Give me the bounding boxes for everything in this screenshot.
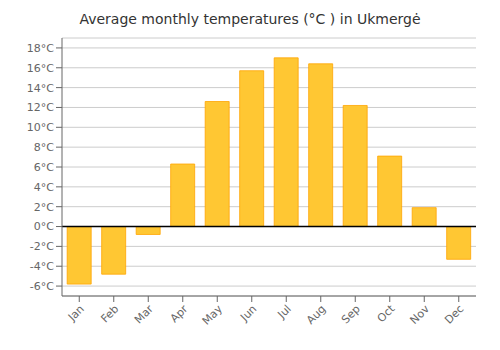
svg-text:12°C: 12°C bbox=[27, 101, 54, 114]
html-text:Average monthly temperatures (: Average monthly temperatures (°C ) in Uk… bbox=[79, 11, 421, 27]
svg-text:Nov: Nov bbox=[408, 302, 433, 327]
svg-text:Sep: Sep bbox=[339, 302, 363, 326]
svg-text:Aug: Aug bbox=[304, 302, 328, 326]
svg-text:8°C: 8°C bbox=[34, 141, 54, 154]
svg-text:May: May bbox=[200, 302, 226, 328]
svg-text:-2°C: -2°C bbox=[30, 240, 54, 253]
svg-text:Dec: Dec bbox=[442, 302, 466, 326]
svg-text:18°C: 18°C bbox=[27, 42, 54, 55]
svg-text:Mar: Mar bbox=[132, 302, 156, 326]
svg-text:Jan: Jan bbox=[65, 302, 87, 324]
svg-text:Apr: Apr bbox=[168, 302, 191, 325]
svg-text:0°C: 0°C bbox=[34, 220, 54, 233]
svg-text:6°C: 6°C bbox=[34, 161, 54, 174]
svg-text:4°C: 4°C bbox=[34, 181, 54, 194]
svg-text:-6°C: -6°C bbox=[30, 280, 54, 293]
svg-text:14°C: 14°C bbox=[27, 82, 54, 95]
svg-text:Feb: Feb bbox=[98, 302, 121, 325]
svg-text:10°C: 10°C bbox=[27, 121, 54, 134]
svg-text:Oct: Oct bbox=[375, 302, 398, 325]
svg-text:-4°C: -4°C bbox=[30, 260, 54, 273]
svg-text:Jun: Jun bbox=[237, 302, 259, 324]
svg-text:Jul: Jul bbox=[275, 302, 294, 321]
svg-text:16°C: 16°C bbox=[27, 62, 54, 75]
svg-text:2°C: 2°C bbox=[34, 201, 54, 214]
